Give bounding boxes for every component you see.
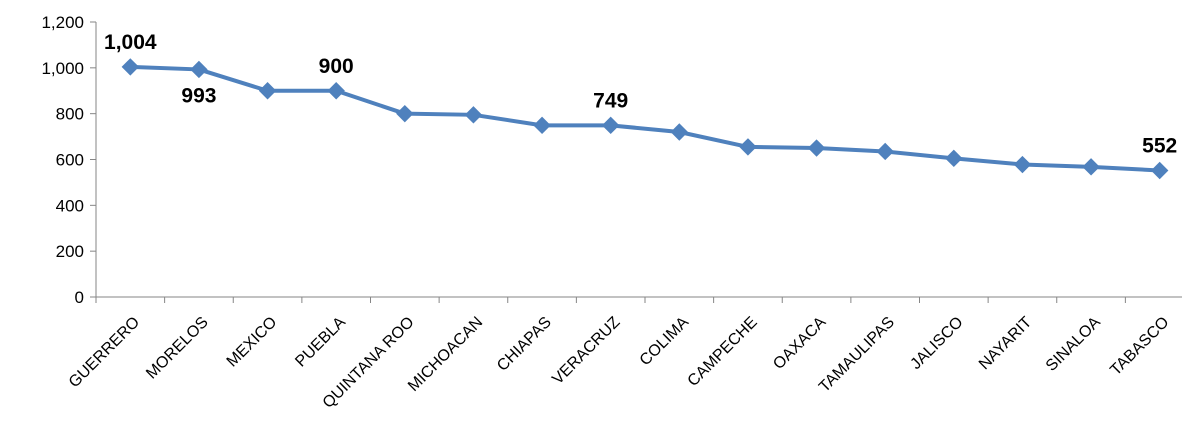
data-point-marker [1013, 155, 1032, 174]
x-tick-label: VERACRUZ [549, 314, 623, 388]
data-point-marker [396, 104, 414, 123]
x-tick-label: TABASCO [1107, 314, 1172, 379]
data-label: 900 [319, 55, 354, 78]
x-tick-label: JALISCO [907, 314, 966, 373]
x-tick-label: MORELOS [143, 314, 212, 383]
data-point-marker [327, 82, 345, 100]
x-tick-label: COLIMA [637, 314, 693, 370]
series-layer [121, 58, 1169, 180]
x-tick-label: MEXICO [224, 314, 281, 371]
x-tick-label: OAXACA [770, 314, 829, 373]
y-tick-label: 200 [56, 242, 84, 261]
data-point-marker [739, 138, 757, 156]
data-point-marker [1082, 158, 1100, 176]
data-point-marker [670, 123, 689, 141]
x-tick-label: CAMPECHE [685, 314, 761, 390]
y-tick-label: 1,200 [41, 13, 84, 32]
data-point-marker [464, 106, 483, 124]
data-labels: 1,004 993 900 749 552 [104, 31, 1177, 158]
data-point-marker [190, 60, 208, 79]
data-label: 552 [1142, 135, 1177, 158]
x-tick-label: CHIAPAS [494, 314, 555, 375]
data-point-marker [258, 82, 277, 100]
series-line [130, 64, 1160, 173]
data-point-marker [1150, 161, 1169, 180]
data-point-marker [876, 142, 894, 161]
x-tick-label: PUEBLA [292, 314, 349, 371]
data-point-marker [945, 149, 963, 168]
y-tick-label: 400 [56, 196, 84, 215]
y-tick-label: 1,000 [41, 59, 84, 78]
data-label: 1,004 [104, 31, 157, 54]
x-tick-label: SINALOA [1043, 314, 1104, 375]
y-tick-label: 0 [75, 288, 84, 307]
data-label: 993 [181, 84, 216, 107]
data-label: 749 [593, 89, 628, 112]
data-point-marker [807, 139, 826, 157]
data-point-marker [121, 58, 140, 76]
x-tick-label: GUERRERO [66, 314, 143, 391]
data-point-marker [601, 116, 620, 135]
y-tick-label: 800 [56, 105, 84, 124]
y-tick-label: 600 [56, 151, 84, 170]
y-axis: 0 200 400 600 800 1,000 1,200 [41, 13, 97, 307]
x-tick-label: NAYARIT [976, 314, 1036, 374]
data-point-marker [533, 116, 551, 135]
